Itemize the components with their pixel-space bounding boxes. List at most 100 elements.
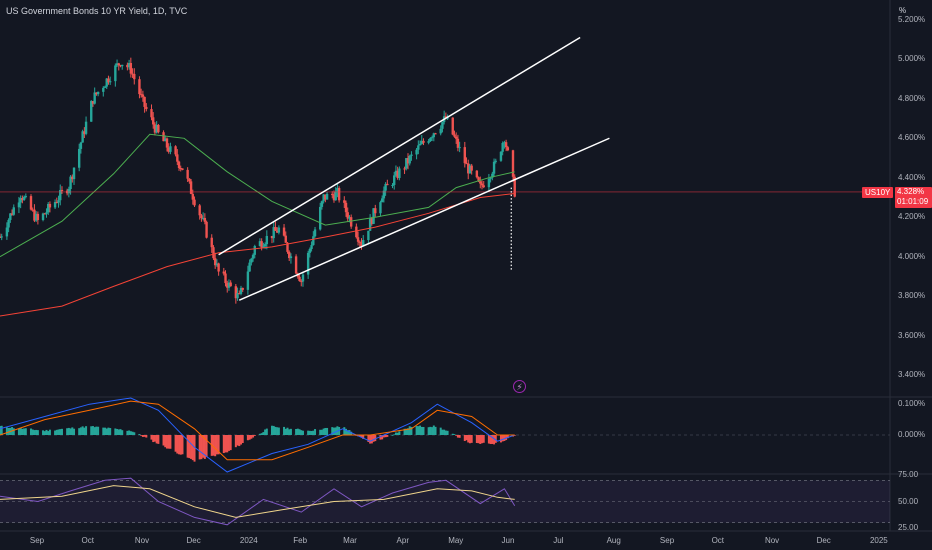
macd-histogram-bar	[422, 426, 425, 435]
price-tick-label: 3.600%	[898, 330, 926, 340]
macd-histogram-bar	[66, 428, 69, 435]
macd-histogram-bar	[116, 428, 119, 435]
candle-body	[210, 237, 213, 248]
candle-body	[320, 201, 324, 207]
macd-histogram-bar	[222, 435, 225, 454]
macd-histogram-bar	[262, 432, 265, 435]
macd-histogram-bar	[214, 435, 217, 457]
candle-body	[470, 165, 473, 171]
last-price-ticker: US10Y	[862, 187, 894, 198]
candle-body	[456, 138, 460, 148]
candle-body	[77, 148, 81, 168]
candle-body	[157, 124, 160, 133]
candle-body	[41, 213, 45, 220]
macd-histogram-bar	[417, 426, 420, 435]
time-tick-label: May	[448, 536, 464, 545]
macd-histogram-bar	[284, 428, 287, 435]
macd-histogram-bar	[71, 427, 74, 435]
candle-body	[22, 197, 26, 200]
candle-body	[129, 62, 133, 74]
candle-body	[368, 217, 372, 231]
macd-histogram-bar	[114, 428, 117, 435]
candle-body	[429, 138, 432, 142]
candle-body	[370, 217, 374, 224]
macd-histogram-bar	[5, 427, 8, 435]
macd-histogram-bar	[334, 427, 337, 435]
macd-histogram-bar	[81, 426, 84, 435]
candle-body	[59, 189, 62, 201]
candle-body	[69, 176, 72, 190]
candle-body	[263, 244, 267, 247]
macd-histogram-bar	[128, 430, 131, 435]
candle-body	[201, 217, 205, 219]
candle-body	[83, 131, 86, 134]
macd-histogram-bar	[406, 428, 409, 435]
candle-body	[331, 193, 334, 196]
candle-body	[284, 235, 287, 243]
candle-body	[189, 181, 193, 194]
candle-body	[468, 165, 472, 174]
macd-histogram-bar	[224, 435, 227, 453]
macd-histogram-bar	[57, 429, 60, 435]
candle-body	[394, 170, 398, 176]
candle-body	[504, 142, 508, 148]
candle-body	[306, 252, 310, 275]
macd-histogram-bar	[179, 435, 182, 455]
candle-body	[334, 191, 337, 201]
macd-histogram-bar	[501, 435, 504, 442]
candle-body	[308, 248, 312, 253]
candle-body	[12, 207, 15, 215]
candle-body	[45, 212, 48, 214]
candle-body	[380, 198, 384, 203]
macd-histogram-bar	[79, 427, 82, 435]
candle-body	[262, 246, 265, 248]
candle-body	[313, 229, 317, 237]
candle-body	[71, 176, 74, 180]
candle-body	[467, 163, 470, 174]
macd-histogram-bar	[145, 435, 148, 438]
macd-histogram-bar	[36, 430, 39, 435]
macd-histogram-bar	[59, 429, 62, 435]
macd-histogram-bar	[121, 430, 124, 435]
macd-histogram-bar	[493, 435, 496, 445]
time-tick-label: Nov	[764, 536, 780, 545]
macd-histogram-bar	[83, 427, 86, 435]
macd-histogram-bar	[69, 428, 72, 435]
candle-body	[312, 236, 315, 246]
macd-histogram-bar	[370, 435, 373, 444]
candle-body	[119, 65, 122, 67]
candle-body	[501, 143, 504, 152]
macd-histogram-bar	[67, 427, 70, 435]
candle-body	[67, 189, 71, 194]
macd-histogram-bar	[308, 430, 311, 435]
candle-body	[141, 94, 145, 97]
macd-histogram-bar	[73, 428, 76, 435]
candle-body	[258, 241, 262, 247]
candle-body	[238, 293, 241, 295]
macd-histogram-bar	[381, 435, 384, 440]
macd-histogram-bar	[162, 435, 165, 446]
candle-body	[7, 219, 10, 228]
macd-histogram-bar	[117, 429, 120, 435]
macd-histogram-bar	[482, 435, 485, 443]
candle-body	[200, 215, 203, 219]
macd-histogram-bar	[250, 435, 253, 439]
candle-body	[108, 81, 112, 83]
lightning-icon[interactable]: ⚡	[513, 380, 526, 393]
candle-body	[322, 194, 325, 202]
candle-body	[286, 242, 289, 252]
candle-body	[288, 251, 291, 259]
macd-histogram-bar	[288, 429, 291, 435]
candle-body	[458, 147, 461, 149]
candle-body	[47, 203, 50, 213]
candle-body	[29, 196, 33, 210]
candle-body	[145, 106, 148, 110]
macd-histogram-bar	[78, 428, 81, 435]
macd-histogram-bar	[465, 435, 468, 441]
macd-histogram-bar	[456, 435, 459, 438]
macd-histogram-bar	[382, 435, 385, 438]
macd-histogram-bar	[479, 435, 482, 444]
candle-body	[215, 263, 219, 266]
candle-body	[405, 158, 408, 169]
